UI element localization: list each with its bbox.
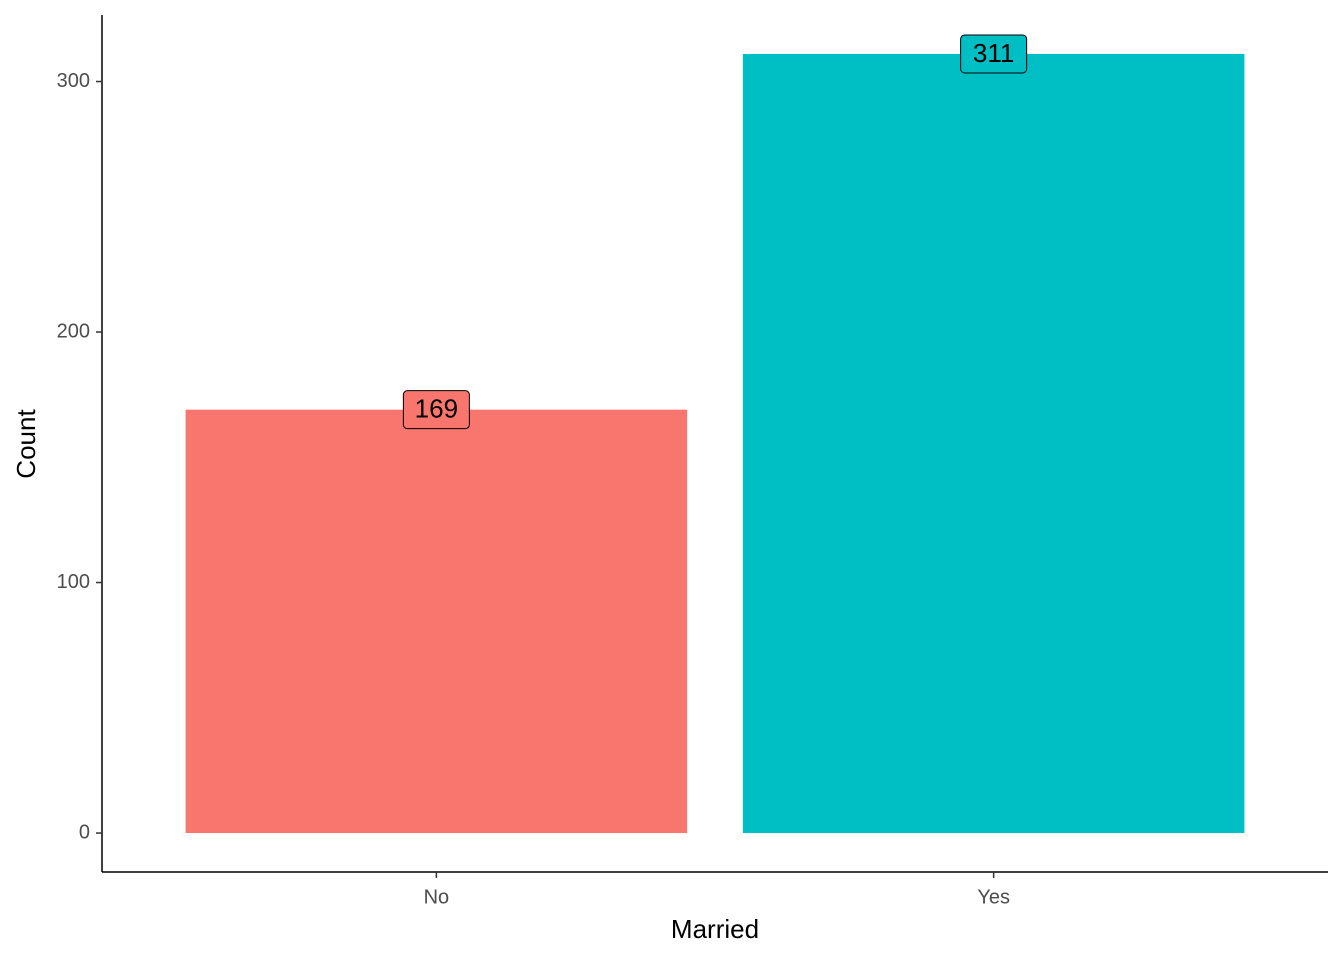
data-label-box (402, 390, 470, 430)
bar (185, 409, 688, 834)
y-tick-label: 100 (57, 571, 90, 593)
data-label-box (960, 34, 1028, 74)
y-tick-label: 300 (57, 70, 90, 92)
y-axis-title: Count (11, 409, 41, 479)
bar (742, 53, 1245, 834)
x-tick-label: No (424, 886, 450, 908)
y-tick-label: 200 (57, 320, 90, 342)
x-axis-title: Married (671, 914, 759, 944)
x-tick-label: Yes (977, 886, 1010, 908)
data-label: 169 (415, 394, 458, 424)
y-tick-label: 0 (79, 821, 90, 843)
data-label: 311 (973, 38, 1014, 68)
